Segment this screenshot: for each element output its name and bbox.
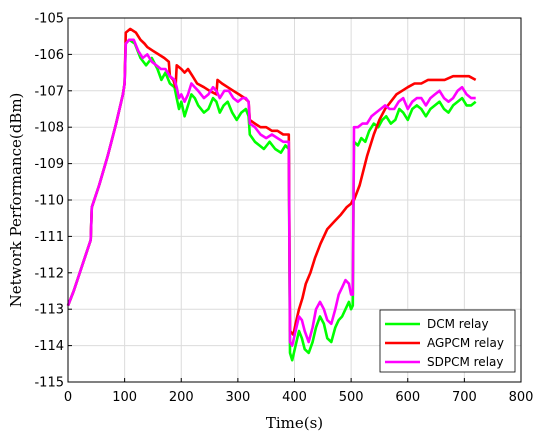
x-tick-label: 0 [64, 390, 72, 405]
x-tick-label: 500 [339, 390, 364, 405]
series-layer [66, 27, 477, 362]
x-tick-label: 300 [225, 390, 250, 405]
legend: DCM relay AGPCM relay SDPCM relay [379, 309, 516, 373]
legend-label: AGPCM relay [427, 336, 504, 350]
legend-label: SDPCM relay [427, 355, 503, 369]
x-tick-label: 800 [509, 390, 534, 405]
y-axis-title: Network Performance(dBm) [7, 93, 25, 308]
x-tick-label: 200 [169, 390, 194, 405]
x-axis-title: Time(s) [266, 414, 323, 432]
x-tick-label: 100 [112, 390, 137, 405]
x-tick-labels: 0 100 200 300 400 500 600 700 800 [64, 378, 534, 405]
y-tick-label: -107 [34, 84, 64, 99]
x-tick-label: 600 [395, 390, 420, 405]
y-tick-label: -113 [34, 303, 64, 318]
x-tick-label: 700 [452, 390, 477, 405]
y-tick-label: -114 [34, 339, 64, 354]
y-tick-label: -109 [34, 157, 64, 172]
x-tick-label: 400 [282, 390, 307, 405]
y-tick-label: -108 [34, 121, 64, 136]
y-tick-label: -106 [34, 48, 64, 63]
y-tick-label: -115 [34, 376, 64, 391]
y-tick-labels: -115 -114 -113 -112 -111 -110 -109 -108 -107 -106… [34, 12, 72, 391]
series-line-sdpcm-relay [66, 38, 476, 347]
legend-label: DCM relay [427, 317, 489, 331]
y-tick-label: -110 [34, 194, 64, 209]
series-line-agpcm-relay [66, 27, 477, 336]
y-tick-label: -105 [34, 12, 64, 27]
y-tick-label: -112 [34, 266, 64, 281]
y-tick-label: -111 [34, 230, 64, 245]
